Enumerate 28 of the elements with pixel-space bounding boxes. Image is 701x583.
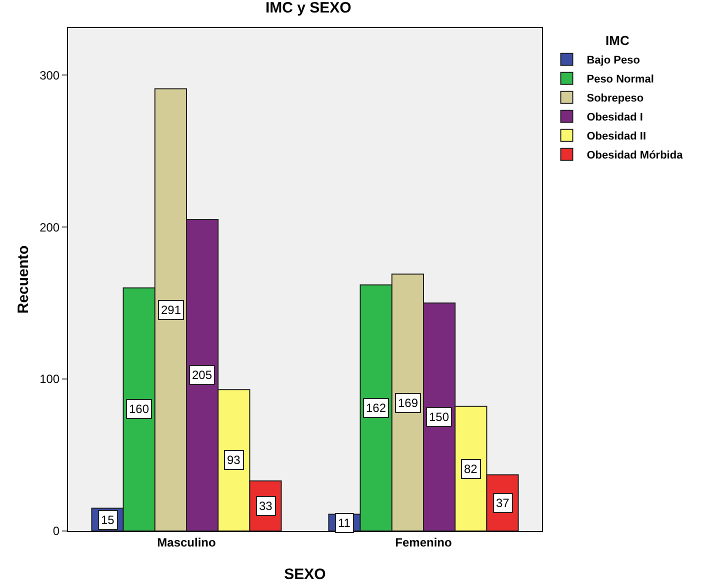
legend-label: Obesidad I: [586, 112, 643, 124]
data-label: 291: [161, 303, 182, 317]
data-label: 162: [366, 401, 386, 415]
data-label: 169: [398, 396, 418, 410]
y-tick-label: 100: [40, 372, 60, 386]
data-label: 82: [464, 462, 478, 476]
data-label: 11: [338, 516, 351, 530]
legend-label: Peso Normal: [586, 74, 654, 86]
data-label: 160: [129, 402, 150, 416]
data-label: 33: [259, 499, 273, 513]
y-axis-title: Recuento: [15, 245, 32, 314]
chart-title: IMC y SEXO: [266, 0, 352, 16]
data-label: 150: [429, 410, 450, 424]
y-tick-label: 200: [40, 220, 60, 234]
x-tick-label: Masculino: [157, 535, 216, 550]
data-label: 205: [192, 368, 212, 382]
x-axis-title: SEXO: [284, 566, 326, 583]
x-tick-label: Femenino: [395, 535, 452, 550]
data-label: 37: [496, 496, 510, 510]
legend-title: IMC: [606, 32, 630, 48]
data-label: 93: [227, 453, 241, 467]
data-label: 15: [101, 513, 115, 527]
legend-label: Obesidad II: [586, 130, 646, 143]
legend-label: Obesidad Mórbida: [586, 150, 684, 162]
legend-label: Sobrepeso: [586, 92, 644, 105]
y-tick-label: 300: [40, 68, 60, 82]
legend-label: Bajo Peso: [586, 54, 640, 67]
y-tick-label: 0: [52, 524, 60, 538]
